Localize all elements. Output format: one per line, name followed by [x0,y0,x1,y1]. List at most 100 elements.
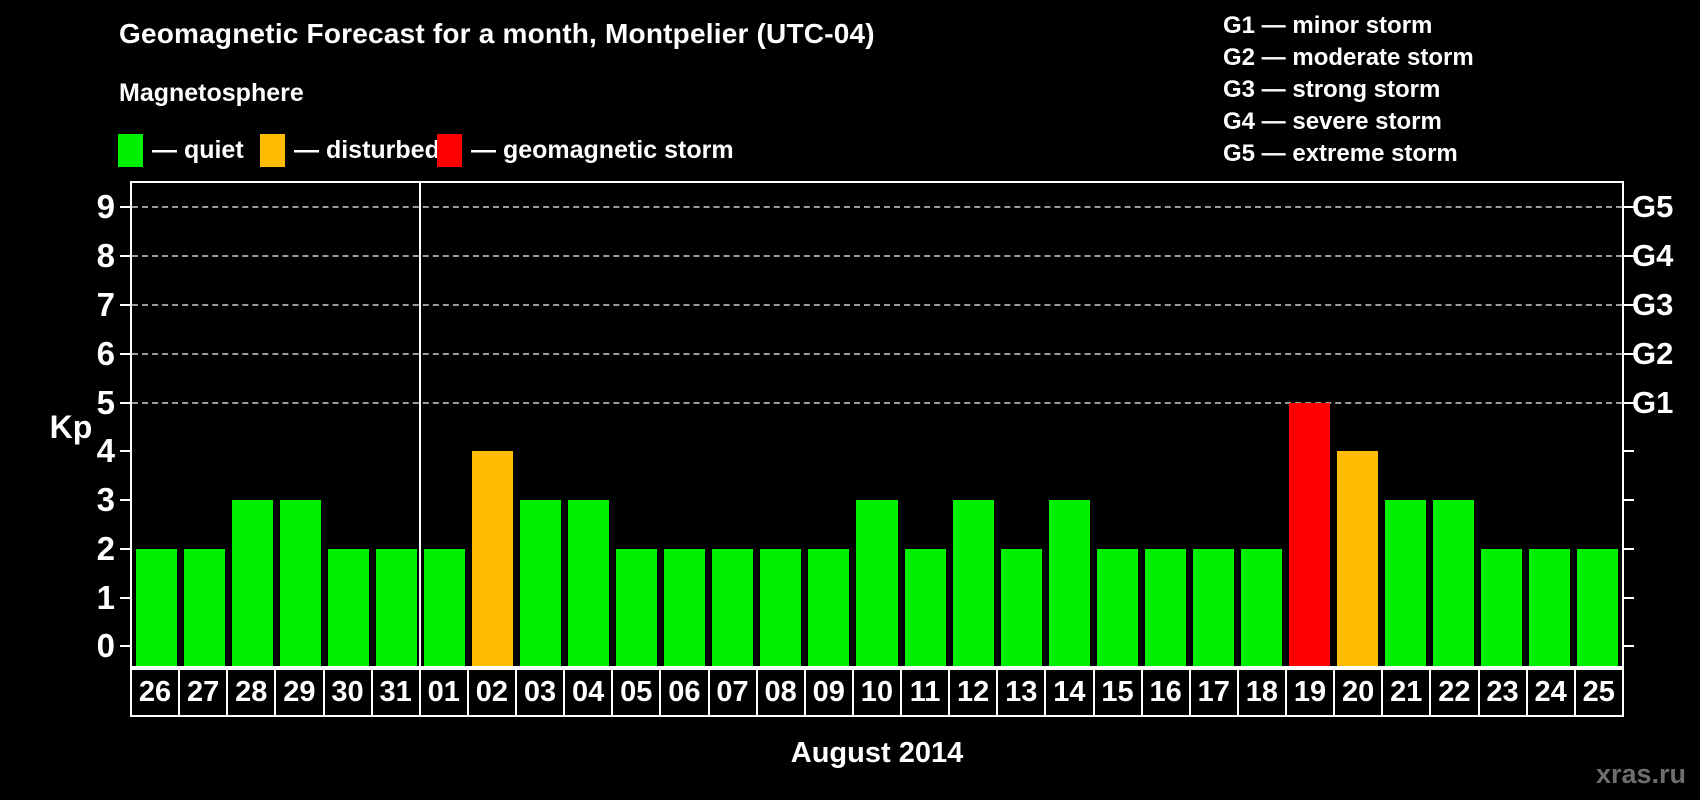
day-label-25: 25 [1575,668,1624,717]
legend-item-disturbed: — disturbed [260,134,440,167]
kp-bar-day-22 [1433,500,1475,666]
y-tick-right-8 [1624,255,1634,258]
g-legend-line-5: G5 — extreme storm [1223,140,1458,167]
kp-bar-day-18 [1240,548,1283,666]
kp-bar-day-13 [1000,548,1042,666]
kp-bar-day-14 [1048,500,1090,666]
kp-bar-day-16 [1144,548,1186,666]
kp-bar-day-20 [1337,451,1379,666]
quiet-color-swatch-icon [118,134,143,167]
day-label-14: 14 [1046,668,1095,717]
kp-bar-day-12 [952,500,994,666]
legend-label-quiet: — quiet [152,136,244,164]
day-label-27: 27 [180,668,229,717]
y-tick-label-9: 9 [96,188,115,226]
chart-title: Geomagnetic Forecast for a month, Montpe… [119,18,875,49]
y-tick-right-3 [1624,499,1634,502]
kp-bar-day-23 [1481,548,1523,666]
y-tick-right-6 [1624,352,1634,355]
day-label-09: 09 [805,668,854,717]
day-label-04: 04 [565,668,614,717]
kp-bar-day-26 [135,548,177,666]
y-tick-left-0 [120,645,130,648]
kp-bar-day-09 [808,548,850,666]
day-label-01: 01 [420,668,469,717]
g-legend-line-1: G1 — minor storm [1223,12,1433,39]
y-tick-label-3: 3 [96,481,115,519]
y-tick-right-1 [1624,596,1634,599]
day-label-19: 19 [1287,668,1336,717]
day-label-17: 17 [1190,668,1239,717]
y-tick-label-2: 2 [96,529,115,567]
month-separator-line [419,183,422,666]
kp-bar-day-24 [1529,548,1571,666]
y-tick-label-6: 6 [96,334,115,372]
day-label-29: 29 [276,668,325,717]
gridline-kp-7 [132,303,1622,306]
kp-bar-day-21 [1385,500,1427,666]
kp-bar-day-03 [520,500,562,666]
day-label-30: 30 [324,668,373,717]
kp-bar-day-01 [423,548,465,666]
kp-bar-day-30 [327,548,369,666]
kp-bar-day-04 [568,500,610,666]
kp-bar-day-02 [471,451,513,666]
day-label-31: 31 [372,668,421,717]
kp-bar-day-05 [616,548,658,666]
y-tick-right-9 [1624,206,1634,209]
kp-bar-day-28 [231,500,273,666]
day-label-07: 07 [709,668,758,717]
y-tick-label-0: 0 [96,627,115,665]
right-axis-label-g4: G4 [1632,238,1674,274]
geomagnetic-storm-color-swatch-icon [437,134,462,167]
day-label-26: 26 [130,668,181,717]
legend-label-geomagnetic-storm: — geomagnetic storm [471,136,734,164]
day-label-21: 21 [1383,668,1432,717]
watermark: xras.ru [1595,759,1686,789]
gridline-kp-5 [132,401,1622,404]
y-tick-label-4: 4 [96,432,115,470]
kp-bar-day-11 [904,548,946,666]
kp-bar-day-08 [760,548,802,666]
right-axis-label-g2: G2 [1632,335,1674,371]
right-axis-label-g5: G5 [1632,189,1674,225]
kp-bar-day-19 [1289,402,1331,666]
day-label-10: 10 [853,668,902,717]
y-tick-right-4 [1624,450,1634,453]
legend-label-disturbed: — disturbed [294,136,440,164]
disturbed-color-swatch-icon [260,134,285,167]
y-tick-left-1 [120,596,130,599]
g-legend-line-2: G2 — moderate storm [1223,44,1474,71]
kp-bar-day-10 [856,500,898,666]
kp-bar-day-06 [664,548,706,666]
y-tick-label-8: 8 [96,237,115,275]
day-label-02: 02 [468,668,517,717]
kp-bar-day-17 [1192,548,1234,666]
day-label-05: 05 [613,668,662,717]
y-tick-left-5 [120,401,130,404]
plot-area: Kp 0 1 2 3 4 5 6 7 8 9 G1 G2 G3 G4 G5 [50,181,1673,668]
y-tick-left-2 [120,547,130,550]
day-label-03: 03 [517,668,566,717]
day-label-13: 13 [998,668,1047,717]
day-label-12: 12 [950,668,999,717]
gridline-kp-9 [132,206,1622,209]
kp-bar-day-31 [375,548,417,666]
legend-item-geomagnetic-storm: — geomagnetic storm [437,134,734,167]
day-label-22: 22 [1431,668,1480,717]
y-tick-left-7 [120,303,130,306]
day-label-20: 20 [1335,668,1384,717]
y-tick-right-5 [1624,401,1634,404]
y-tick-right-7 [1624,303,1634,306]
y-tick-left-3 [120,499,130,502]
g-legend-line-4: G4 — severe storm [1223,108,1442,135]
g-legend-line-3: G3 — strong storm [1223,76,1441,103]
x-axis-day-labels: 26 27 28 29 30 31 01 02 03 04 05 06 07 08 09 10 11 12 13 14… [130,668,1624,717]
day-label-23: 23 [1479,668,1528,717]
day-label-28: 28 [228,668,277,717]
chart-subtitle: Magnetosphere [119,79,304,107]
day-label-18: 18 [1238,668,1287,717]
x-axis-title: August 2014 [790,737,964,769]
y-tick-right-2 [1624,547,1634,550]
